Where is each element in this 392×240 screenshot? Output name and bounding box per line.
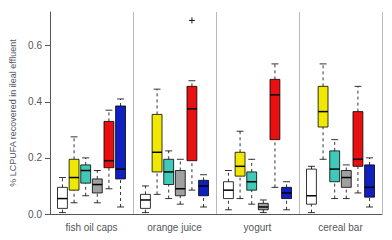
svg-text:orange juice: orange juice bbox=[147, 222, 202, 233]
svg-text:0.2: 0.2 bbox=[28, 152, 42, 163]
svg-text:0.4: 0.4 bbox=[28, 96, 42, 107]
svg-text:0.0: 0.0 bbox=[28, 209, 42, 220]
svg-text:fish oil caps: fish oil caps bbox=[65, 222, 117, 233]
svg-text:0.6: 0.6 bbox=[28, 40, 42, 51]
svg-text:cereal bar: cereal bar bbox=[318, 222, 363, 233]
svg-text:yogurt: yogurt bbox=[244, 222, 272, 233]
svg-text:% LCPUFA recovered in ileal ef: % LCPUFA recovered in ileal effluent bbox=[8, 39, 18, 187]
